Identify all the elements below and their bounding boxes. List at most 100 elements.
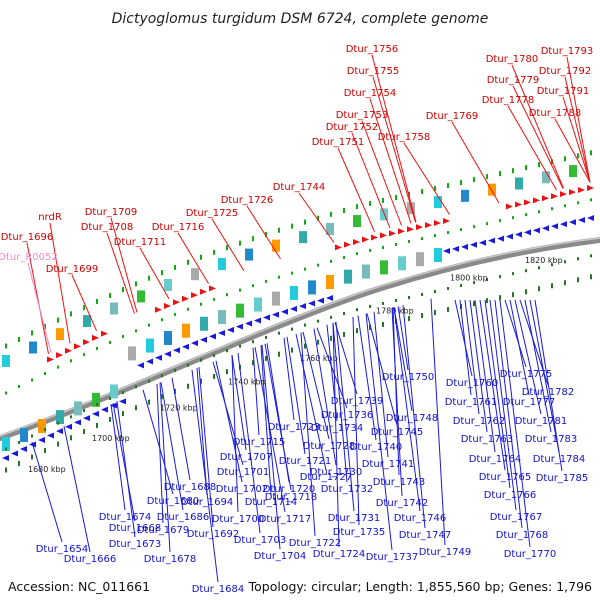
gc-tick bbox=[395, 242, 397, 246]
gc-tick bbox=[408, 296, 410, 299]
plus-gene-label: Dtur_1753 bbox=[336, 110, 389, 121]
minus-gene-arrow bbox=[479, 239, 486, 246]
gc-tick bbox=[590, 254, 592, 258]
minus-leader-line bbox=[392, 307, 400, 476]
plus-leader-line bbox=[27, 262, 52, 353]
plus-gene-block bbox=[164, 278, 172, 291]
plus-leader-line bbox=[351, 132, 391, 229]
gc-tick bbox=[200, 378, 202, 384]
minus-gene-arrow bbox=[38, 436, 45, 443]
plus-gene-arrow bbox=[155, 306, 162, 313]
plus-gene-arrow bbox=[83, 339, 90, 346]
plus-leader-line bbox=[511, 64, 564, 189]
plus-gene-arrow bbox=[551, 193, 558, 200]
plus-gene-block bbox=[218, 258, 226, 271]
gc-tick bbox=[499, 295, 501, 301]
gc-tick bbox=[369, 200, 371, 206]
minus-gene-arrow bbox=[83, 415, 90, 422]
minus-gene-label: Dtur_1686 bbox=[157, 512, 210, 523]
plus-leader-line bbox=[26, 242, 49, 354]
minus-gene-block bbox=[344, 269, 352, 284]
minus-gene-arrow bbox=[155, 354, 162, 361]
minus-leader-line bbox=[332, 322, 348, 483]
minus-gene-block bbox=[182, 323, 190, 338]
minus-gene-label: Dtur_1734 bbox=[311, 423, 364, 434]
kbp-label: 1720 kbp bbox=[160, 404, 198, 413]
minus-gene-arrow bbox=[461, 243, 468, 250]
minus-gene-block bbox=[92, 392, 100, 407]
gc-tick bbox=[226, 293, 228, 297]
minus-gene-label: Dtur_1765 bbox=[479, 472, 532, 483]
gc-tick bbox=[18, 384, 20, 388]
gc-tick bbox=[538, 162, 540, 168]
gc-tick bbox=[213, 297, 215, 301]
plus-gene-label: Dtur_1751 bbox=[312, 137, 365, 148]
minus-gene-label: Dtur_1673 bbox=[109, 539, 162, 550]
minus-gene-label: Dtur_1728 bbox=[303, 441, 356, 452]
minus-leader-line bbox=[335, 321, 355, 512]
minus-gene-block bbox=[200, 316, 208, 331]
plus-gene-arrow bbox=[506, 203, 513, 210]
minus-gene-arrow bbox=[569, 219, 576, 226]
plus-gene-block bbox=[56, 328, 64, 341]
minus-leader-line bbox=[212, 361, 244, 466]
plus-gene-block bbox=[542, 171, 550, 184]
gc-tick bbox=[239, 288, 241, 292]
gc-tick bbox=[96, 298, 98, 304]
minus-gene-arrow bbox=[200, 336, 207, 343]
minus-leader-line bbox=[63, 426, 91, 553]
gc-tick bbox=[473, 301, 475, 307]
plus-gene-arrow bbox=[101, 330, 108, 337]
minus-gene-arrow bbox=[254, 317, 261, 324]
plus-gene-arrow bbox=[407, 226, 414, 233]
gc-tick bbox=[525, 269, 527, 273]
minus-leader-line bbox=[489, 299, 517, 511]
gc-tick bbox=[434, 290, 436, 294]
minus-gene-label: Dtur_1679 bbox=[137, 525, 190, 536]
gc-tick bbox=[304, 323, 306, 327]
minus-gene-arrow bbox=[164, 350, 171, 357]
gc-tick bbox=[70, 311, 72, 317]
minus-leader-line bbox=[366, 313, 398, 426]
minus-gene-label: Dtur_1692 bbox=[187, 529, 240, 540]
minus-gene-block bbox=[236, 303, 244, 318]
gc-tick bbox=[499, 171, 501, 177]
gc-tick bbox=[109, 340, 111, 344]
plus-gene-block bbox=[488, 183, 496, 196]
plus-gene-arrow bbox=[542, 195, 549, 202]
gc-tick bbox=[226, 349, 228, 353]
genome-backbone-highlight bbox=[0, 237, 600, 437]
minus-gene-arrow bbox=[191, 340, 198, 347]
minus-gene-block bbox=[326, 274, 334, 289]
plus-gene-label: Dtur_1699 bbox=[46, 264, 99, 275]
minus-gene-label: Dtur_1722 bbox=[289, 538, 342, 549]
plus-gene-block bbox=[461, 189, 469, 202]
gc-tick bbox=[200, 302, 202, 306]
minus-gene-arrow bbox=[551, 223, 558, 230]
minus-gene-label: Dtur_1721 bbox=[279, 456, 332, 467]
plus-gene-block bbox=[191, 268, 199, 281]
gc-tick bbox=[499, 275, 501, 279]
plus-gene-label: Dtur_1744 bbox=[273, 182, 326, 193]
gc-tick bbox=[5, 467, 7, 473]
gc-tick bbox=[161, 394, 163, 400]
plus-gene-arrow bbox=[389, 230, 396, 237]
minus-gene-label: Dtur_1654 bbox=[36, 544, 89, 555]
gc-tick bbox=[369, 304, 371, 308]
minus-gene-label: Dtur_1760 bbox=[446, 378, 499, 389]
gc-tick bbox=[57, 441, 59, 447]
minus-gene-label: Dtur_1718 bbox=[265, 492, 318, 503]
gc-tick bbox=[161, 374, 163, 378]
minus-leader-line bbox=[160, 382, 184, 511]
plus-leader-line bbox=[71, 274, 97, 331]
plus-leader-line bbox=[106, 232, 135, 314]
plus-gene-label: Dtur_1758 bbox=[378, 132, 431, 143]
plus-leader-line bbox=[554, 118, 591, 183]
minus-leader-line bbox=[215, 360, 243, 483]
gc-tick bbox=[148, 399, 150, 405]
gc-tick bbox=[213, 353, 215, 357]
plus-gene-label: Dtur_1778 bbox=[482, 95, 535, 106]
gc-tick bbox=[421, 313, 423, 319]
minus-leader-line bbox=[231, 355, 239, 513]
minus-gene-arrow bbox=[56, 428, 63, 435]
